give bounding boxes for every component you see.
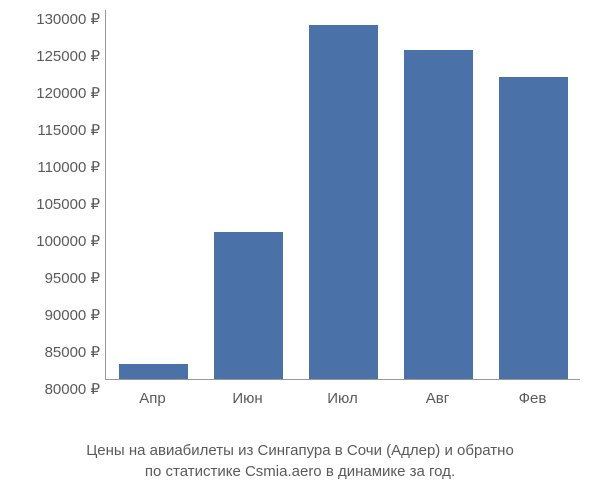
bar (119, 364, 187, 379)
caption-line-2: по статистике Csmia.aero в динамике за г… (10, 461, 590, 482)
plot-area (105, 10, 580, 380)
x-tick-label: Фев (519, 390, 547, 407)
bar (499, 77, 567, 379)
x-tick-label: Авг (426, 390, 449, 407)
bar (309, 25, 377, 379)
bar (404, 50, 472, 379)
y-axis: 80000 ₽85000 ₽90000 ₽95000 ₽100000 ₽1050… (10, 10, 105, 380)
x-tick-label: Июл (327, 390, 357, 407)
chart-caption: Цены на авиабилеты из Сингапура в Сочи (… (0, 440, 600, 482)
chart-container: 80000 ₽85000 ₽90000 ₽95000 ₽100000 ₽1050… (10, 10, 590, 430)
x-tick-label: Июн (232, 390, 262, 407)
bar (214, 232, 282, 379)
caption-line-1: Цены на авиабилеты из Сингапура в Сочи (… (10, 440, 590, 461)
x-axis: Апр Июн Июл Авг Фев (105, 385, 580, 415)
x-tick-label: Апр (139, 390, 165, 407)
